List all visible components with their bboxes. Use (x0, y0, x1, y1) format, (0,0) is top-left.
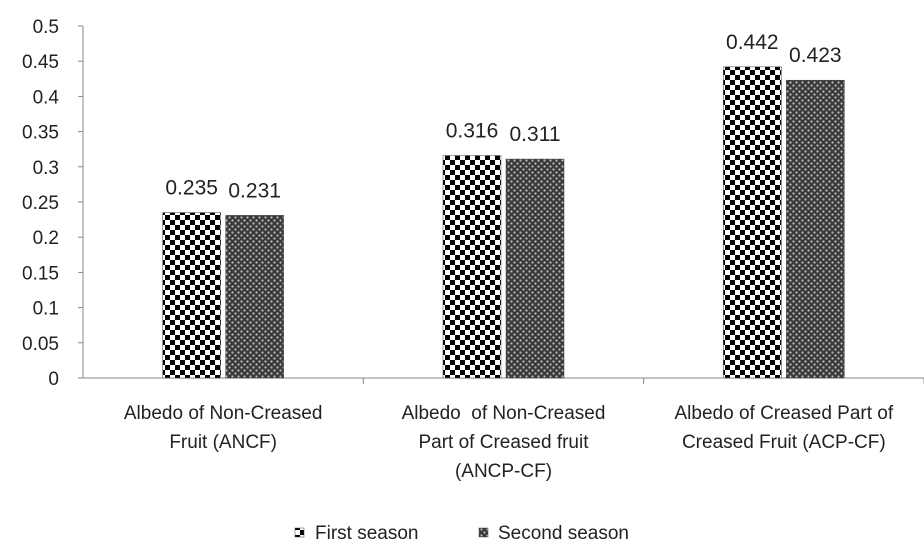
bars (162, 66, 845, 379)
axes: 0 0.05 0.1 0.15 0.2 0.25 0.3 0.35 0.4 0.45 0.5 (22, 17, 924, 390)
bar-first-season (442, 155, 502, 379)
data-label: 0.311 (510, 123, 561, 146)
data-label: 0.442 (726, 31, 779, 54)
y-tick-label: 0.4 (33, 87, 60, 108)
legend-swatch-second-season (478, 527, 489, 538)
y-tick-label: 0.5 (33, 17, 59, 38)
bar-second-season (786, 79, 845, 379)
data-label: 0.423 (789, 44, 842, 67)
data-label: 0.231 (228, 179, 281, 202)
y-tick-label: 0.2 (33, 228, 59, 249)
category-label: Albedo of Creased Part of (675, 403, 894, 424)
y-tick-label: 0.05 (22, 334, 59, 355)
category-label: Fruit (ANCF) (169, 432, 277, 453)
bar-second-season (225, 215, 284, 379)
category-labels: Albedo of Non-Creased Fruit (ANCF) Albedo … (124, 403, 894, 482)
y-tick-label: 0 (48, 369, 59, 390)
y-tick-label: 0.3 (33, 158, 59, 179)
legend: First season Second season (294, 523, 629, 544)
data-label: 0.316 (446, 120, 499, 143)
y-tick-label: 0.25 (22, 193, 59, 214)
category-label: (ANCP-CF) (455, 461, 552, 482)
category-label: Albedo of Non-Creased (124, 403, 323, 424)
legend-label: First season (315, 523, 418, 544)
y-tick-label: 0.1 (33, 299, 59, 320)
y-tick-label: 0.35 (22, 123, 59, 144)
category-label: Albedo of Non-Creased (402, 403, 606, 424)
bar-first-season (162, 212, 221, 379)
y-tick-label: 0.15 (22, 263, 59, 284)
legend-label: Second season (498, 523, 629, 544)
bar-second-season (505, 158, 565, 379)
legend-swatch-first-season (294, 527, 305, 538)
data-labels: 0.235 0.231 0.316 0.311 0.442 0.423 (165, 31, 841, 203)
y-tick-label: 0.45 (22, 52, 59, 73)
category-label: Part of Creased fruit (418, 432, 589, 453)
category-label: Creased Fruit (ACP-CF) (682, 432, 886, 453)
bar-first-season (723, 66, 782, 379)
data-label: 0.235 (165, 177, 218, 200)
